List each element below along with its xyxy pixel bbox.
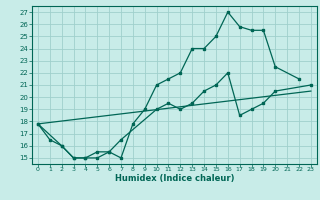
X-axis label: Humidex (Indice chaleur): Humidex (Indice chaleur) bbox=[115, 174, 234, 183]
